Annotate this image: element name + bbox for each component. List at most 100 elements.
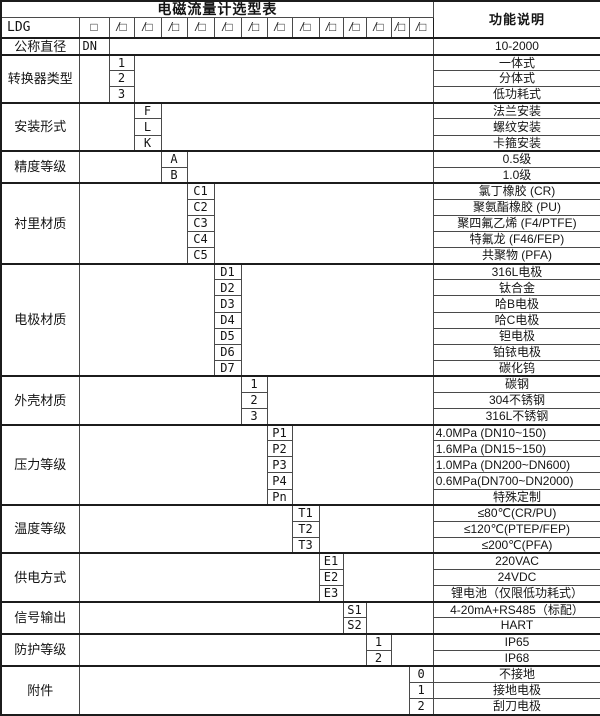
option-desc: 接地电极 — [432, 681, 600, 699]
option-code: D6 — [213, 343, 242, 361]
code-checkbox: /□ — [108, 16, 135, 39]
category-label: 外壳材质 — [0, 375, 80, 426]
grid-filler — [365, 600, 434, 635]
category-label: 附件 — [0, 665, 80, 716]
option-desc: 220VAC — [432, 552, 600, 571]
option-code: K — [133, 134, 162, 152]
title-row: 电磁流量计选型表 功能说明 — [0, 0, 600, 39]
option-code: 1 — [240, 375, 268, 394]
option-code: T2 — [291, 520, 320, 538]
option-row: 压力等级 P1 4.0MPa (DN10~150) — [0, 423, 600, 506]
option-desc: 10-2000 — [432, 37, 600, 56]
option-row: C5 共聚物 (PFA) — [1, 247, 600, 265]
option-code: 3 — [108, 86, 135, 104]
option-code: L — [133, 118, 162, 136]
option-row: D3 哈B电极 — [1, 295, 600, 313]
option-row: 精度等级 A 0.5级 — [0, 150, 600, 184]
option-code: 1 — [108, 53, 135, 72]
grid-filler — [318, 504, 434, 554]
category-label: 温度等级 — [0, 504, 80, 554]
option-code: D3 — [213, 295, 242, 313]
dn-row: 公称直径 DN 10-2000 — [0, 37, 600, 56]
option-code: D7 — [213, 359, 242, 377]
option-desc: 1.0级 — [432, 166, 600, 184]
option-row: 附件 0 不接地 — [0, 665, 600, 716]
option-row: 衬里材质 C1 氯丁橡胶 (CR) — [0, 182, 600, 265]
option-code: E1 — [318, 552, 344, 571]
grid-filler — [78, 552, 320, 603]
option-row: L 螺纹安装 — [1, 118, 600, 136]
option-desc: 碳化钨 — [432, 359, 600, 377]
grid-filler — [78, 665, 410, 716]
dn-checkbox: □ — [78, 16, 110, 39]
option-desc: 特殊定制 — [432, 488, 600, 506]
grid-filler — [78, 53, 110, 104]
option-desc: IP65 — [432, 632, 600, 651]
grid-filler — [213, 182, 434, 265]
category-label: 电极材质 — [0, 262, 80, 377]
code-checkbox: /□ — [133, 16, 162, 39]
option-code: B — [160, 166, 188, 184]
option-code: 3 — [240, 408, 268, 426]
option-desc: 特氟龙 (F46/FEP) — [432, 231, 600, 249]
option-desc: 氯丁橡胶 (CR) — [432, 182, 600, 200]
option-code: E2 — [318, 569, 344, 587]
code-checkbox: /□ — [186, 16, 215, 39]
option-code: C1 — [186, 182, 215, 200]
option-row: K 卡箍安装 — [1, 134, 600, 152]
grid-filler — [291, 423, 434, 506]
option-code: A — [160, 150, 188, 168]
option-code: E3 — [318, 585, 344, 603]
option-row: C4 特氟龙 (F46/FEP) — [1, 231, 600, 249]
option-code: S1 — [342, 600, 367, 619]
option-row: 3 低功耗式 — [1, 86, 600, 104]
option-desc: 碳钢 — [432, 375, 600, 394]
code-checkbox: /□ — [342, 16, 367, 39]
code-checkbox: /□ — [365, 16, 392, 39]
option-desc: ≤200℃(PFA) — [432, 536, 600, 554]
option-code: Pn — [266, 488, 293, 506]
option-code: 1 — [408, 681, 434, 699]
option-row: 电极材质 D1 316L电极 — [0, 262, 600, 377]
option-desc: 聚氨酯橡胶 (PU) — [432, 198, 600, 216]
code-checkbox: /□ — [318, 16, 344, 39]
option-row: 2 304不锈钢 — [1, 391, 600, 410]
option-code: C4 — [186, 231, 215, 249]
grid-filler — [266, 375, 434, 426]
option-code: C3 — [186, 214, 215, 233]
grid-filler — [186, 150, 434, 184]
option-desc: 钛合金 — [432, 279, 600, 297]
option-code: D4 — [213, 311, 242, 329]
code-checkbox: /□ — [240, 16, 268, 39]
grid-filler — [78, 375, 242, 426]
option-code: 2 — [240, 391, 268, 410]
option-code: P2 — [266, 440, 293, 458]
grid-filler — [78, 262, 215, 377]
option-code: S2 — [342, 617, 367, 635]
option-desc: 316L电极 — [432, 262, 600, 281]
option-code: P3 — [266, 456, 293, 474]
option-row: 防护等级 1 IP65 — [0, 632, 600, 667]
option-code: 1 — [365, 632, 392, 651]
option-code: P4 — [266, 472, 293, 490]
option-row: T2 ≤120℃(PTEP/FEP) — [1, 520, 600, 538]
code-checkbox: /□ — [291, 16, 320, 39]
option-code: 2 — [108, 70, 135, 88]
option-row: P4 0.6MPa(DN700~DN2000) — [1, 472, 600, 490]
option-row: 2 刮刀电极 — [1, 697, 600, 716]
option-row: E3 锂电池（仅限低功耗式） — [1, 585, 600, 603]
grid-filler — [78, 423, 268, 506]
grid-filler — [342, 552, 434, 603]
grid-filler — [160, 101, 434, 152]
option-desc: 锂电池（仅限低功耗式） — [432, 585, 600, 603]
option-desc: 低功耗式 — [432, 86, 600, 104]
option-row: E2 24VDC — [1, 569, 600, 587]
option-desc: 铂铱电极 — [432, 343, 600, 361]
option-row: 供电方式 E1 220VAC — [0, 552, 600, 603]
option-row: 3 316L不锈钢 — [1, 408, 600, 426]
option-desc: 1.0MPa (DN200~DN600) — [432, 456, 600, 474]
option-desc: 1.6MPa (DN15~150) — [432, 440, 600, 458]
model-prefix: LDG — [0, 16, 80, 39]
page-title: 电磁流量计选型表 — [0, 0, 434, 18]
